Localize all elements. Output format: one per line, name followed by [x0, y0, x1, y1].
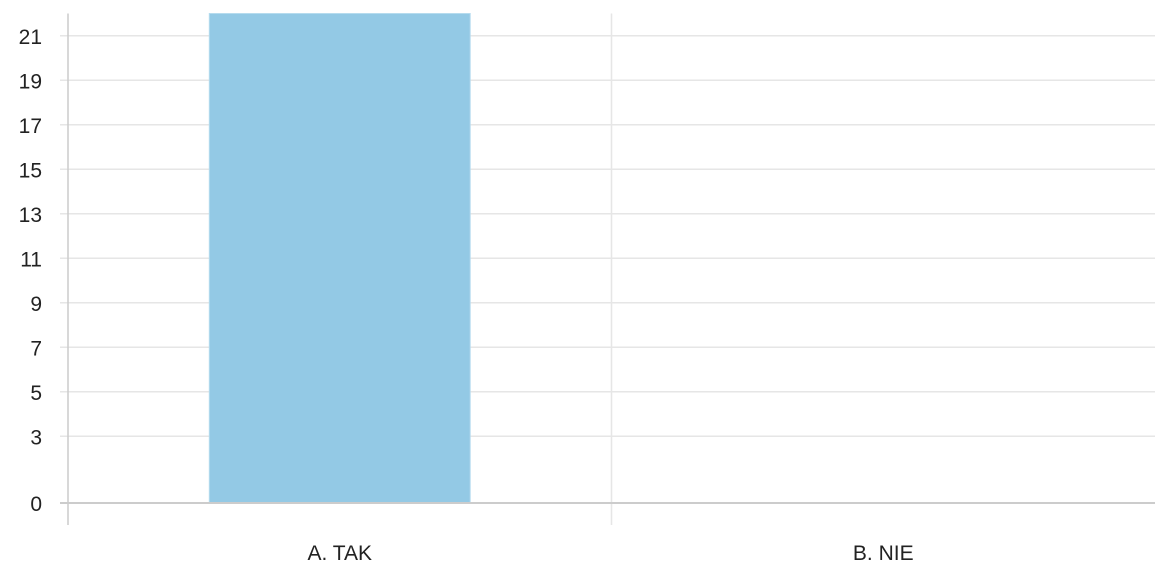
y-tick-label: 21: [19, 26, 42, 49]
bar-1[interactable]: [208, 13, 471, 504]
x-category-label: A. TAK: [307, 542, 372, 562]
y-axis-ticks: 0 3 5 7 9 11 13 15 17 19 21: [19, 26, 42, 516]
axes: [60, 13, 1155, 525]
x-axis-labels: A. TAK B. NIE: [307, 542, 913, 562]
y-tick-label: 5: [30, 382, 42, 405]
y-tick-label: 3: [30, 426, 42, 449]
y-tick-label: 7: [30, 337, 42, 360]
bars: [208, 13, 471, 504]
y-tick-label: 13: [19, 204, 42, 227]
y-tick-label: 0: [30, 493, 42, 516]
y-tick-label: 19: [19, 70, 42, 93]
y-tick-label: 11: [20, 248, 42, 271]
y-tick-label: 15: [19, 159, 42, 182]
x-category-label: B. NIE: [853, 542, 914, 562]
y-tick-label: 17: [19, 115, 42, 138]
y-tick-label: 9: [30, 293, 42, 316]
